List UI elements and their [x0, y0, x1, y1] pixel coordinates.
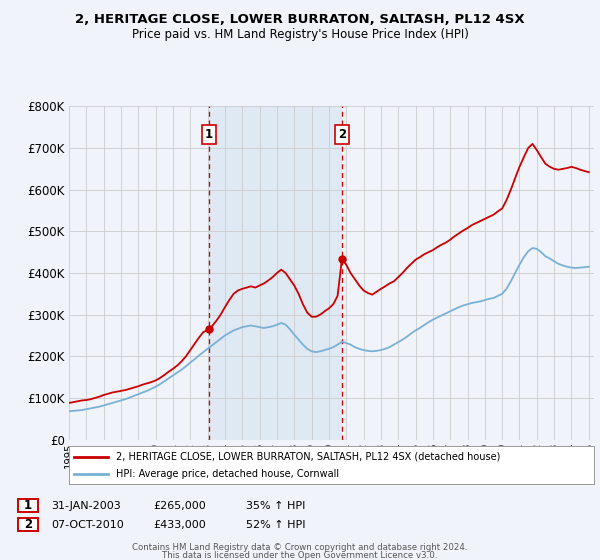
Text: 1: 1	[205, 128, 213, 141]
Text: 2: 2	[338, 128, 346, 141]
Text: 31-JAN-2003: 31-JAN-2003	[51, 501, 121, 511]
Text: HPI: Average price, detached house, Cornwall: HPI: Average price, detached house, Corn…	[116, 469, 340, 479]
Text: 2: 2	[24, 518, 32, 531]
Text: 35% ↑ HPI: 35% ↑ HPI	[246, 501, 305, 511]
Text: 2, HERITAGE CLOSE, LOWER BURRATON, SALTASH, PL12 4SX: 2, HERITAGE CLOSE, LOWER BURRATON, SALTA…	[75, 13, 525, 26]
Text: 07-OCT-2010: 07-OCT-2010	[51, 520, 124, 530]
Text: 2, HERITAGE CLOSE, LOWER BURRATON, SALTASH, PL12 4SX (detached house): 2, HERITAGE CLOSE, LOWER BURRATON, SALTA…	[116, 451, 500, 461]
Text: 1: 1	[24, 499, 32, 512]
Text: Price paid vs. HM Land Registry's House Price Index (HPI): Price paid vs. HM Land Registry's House …	[131, 28, 469, 41]
Text: Contains HM Land Registry data © Crown copyright and database right 2024.: Contains HM Land Registry data © Crown c…	[132, 543, 468, 552]
Text: 52% ↑ HPI: 52% ↑ HPI	[246, 520, 305, 530]
Text: This data is licensed under the Open Government Licence v3.0.: This data is licensed under the Open Gov…	[163, 551, 437, 560]
Text: £433,000: £433,000	[153, 520, 206, 530]
Bar	[209, 106, 342, 440]
Text: £265,000: £265,000	[153, 501, 206, 511]
